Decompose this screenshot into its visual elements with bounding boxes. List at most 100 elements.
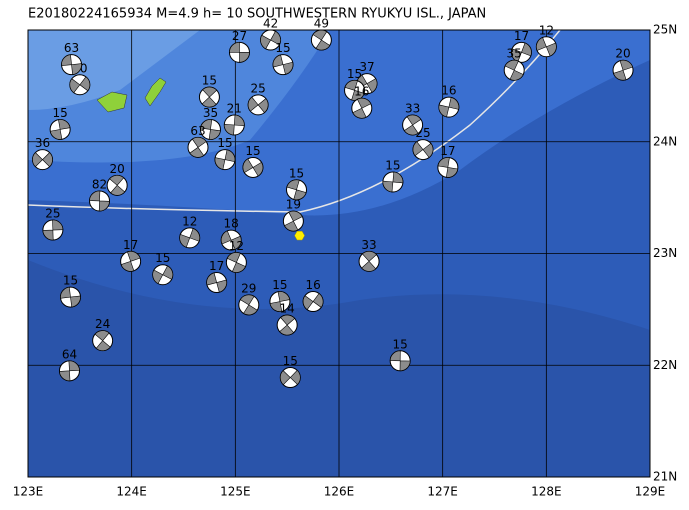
ball-quadrant: [438, 97, 460, 118]
beachball: [49, 118, 71, 140]
beachball: [225, 251, 247, 273]
depth-label: 15: [385, 158, 400, 172]
depth-label: 15: [275, 41, 290, 55]
beachball: [42, 219, 64, 241]
plate-boundary: [28, 30, 561, 213]
x-tick-label: 123E: [13, 485, 44, 499]
beachball: [612, 59, 634, 81]
beachball: [92, 330, 114, 352]
beachball: [351, 97, 373, 119]
beachball: [389, 350, 411, 372]
depth-label: 12: [182, 214, 197, 228]
y-tick-label: 22N: [653, 358, 677, 372]
x-tick-label: 129E: [635, 485, 666, 499]
ball-quadrant: [61, 54, 82, 75]
depth-label: 35: [507, 47, 522, 61]
ball-quadrant: [504, 59, 524, 81]
depth-label: 29: [241, 281, 256, 295]
depth-label: 15: [393, 337, 408, 351]
depth-label: 19: [286, 198, 301, 212]
depth-label: 17: [514, 29, 529, 43]
beachball: [179, 227, 201, 249]
depth-label: 16: [354, 85, 369, 99]
ball-quadrant: [189, 137, 207, 158]
ball-quadrant: [223, 114, 245, 136]
ball-quadrant: [279, 314, 296, 336]
beachball: [269, 291, 291, 313]
depth-label: 33: [405, 101, 420, 115]
beachball: [58, 360, 80, 382]
ball-quadrant: [49, 119, 71, 140]
depth-label: 15: [63, 274, 78, 288]
beachball: [199, 118, 221, 140]
ball-quadrant: [272, 54, 294, 75]
beachball: [310, 29, 332, 51]
depth-label: 36: [35, 136, 50, 150]
ball-quadrant: [279, 369, 301, 386]
title: E20180224165934 M=4.9 h= 10 SOUTHWESTERN…: [28, 7, 486, 22]
beachball: [89, 190, 111, 212]
ball-quadrant: [403, 114, 422, 136]
ball-quadrant: [284, 210, 303, 232]
depth-label: 15: [245, 144, 260, 158]
depth-label: 20: [110, 162, 125, 176]
ball-quadrant: [214, 149, 236, 170]
beachball: [32, 149, 54, 171]
depth-label: 42: [263, 17, 278, 31]
ball-quadrant: [200, 119, 221, 140]
beachball: [503, 59, 525, 81]
depth-label: 17: [123, 238, 138, 252]
ball-quadrant: [302, 293, 324, 311]
events: 27 15 21 25 35 63 15 15 15 19 12 18 12 17 15 17 29 15 16 15…: [32, 17, 634, 389]
depth-label: 15: [283, 354, 298, 368]
epicenter: [294, 231, 305, 241]
depth-label: 82: [92, 177, 107, 191]
beachball: [238, 294, 260, 316]
depth-label: 24: [95, 317, 110, 331]
ball-quadrant: [229, 41, 250, 63]
ball-quadrant: [179, 228, 200, 248]
depth-label: 15: [289, 166, 304, 180]
beachball: [69, 74, 91, 96]
island: [96, 91, 128, 113]
depth-label: 49: [314, 17, 329, 31]
ball-quadrant: [32, 152, 53, 168]
depth-label: 21: [227, 101, 242, 115]
beachball: [402, 114, 424, 136]
beachball: [60, 286, 82, 308]
ball-quadrant: [42, 219, 64, 241]
depth-label: 25: [250, 81, 265, 95]
y-tick-label: 25N: [653, 23, 677, 37]
beachball: [106, 174, 128, 196]
ball-quadrant: [206, 272, 227, 293]
beachball: [344, 79, 366, 101]
depth-label: 15: [52, 106, 67, 120]
beachball: [279, 367, 301, 389]
beachball: [187, 136, 209, 158]
ball-quadrant: [220, 230, 242, 250]
ball-quadrant: [437, 157, 459, 178]
ball-quadrant: [382, 171, 404, 193]
depth-label: 17: [440, 144, 455, 158]
beachball: [276, 314, 298, 336]
depth-label: 16: [441, 84, 456, 98]
depth-label: 12: [229, 239, 244, 253]
ball-quadrant: [389, 350, 411, 372]
ball-quadrant: [260, 30, 281, 50]
depth-label: 15: [217, 136, 232, 150]
depth-label: 15: [272, 278, 287, 292]
ball-quadrant: [536, 37, 557, 57]
island: [144, 77, 167, 107]
beachball: [438, 96, 460, 118]
ball-quadrant: [613, 59, 633, 81]
depth-label: 17: [209, 259, 224, 273]
ball-quadrant: [69, 76, 91, 94]
beachball: [242, 156, 264, 178]
ball-quadrant: [120, 251, 141, 272]
depth-label: 18: [224, 217, 239, 231]
ball-quadrant: [239, 294, 258, 316]
depth-label: 14: [280, 302, 295, 316]
beachball: [228, 41, 250, 63]
ball-quadrant: [59, 360, 80, 382]
